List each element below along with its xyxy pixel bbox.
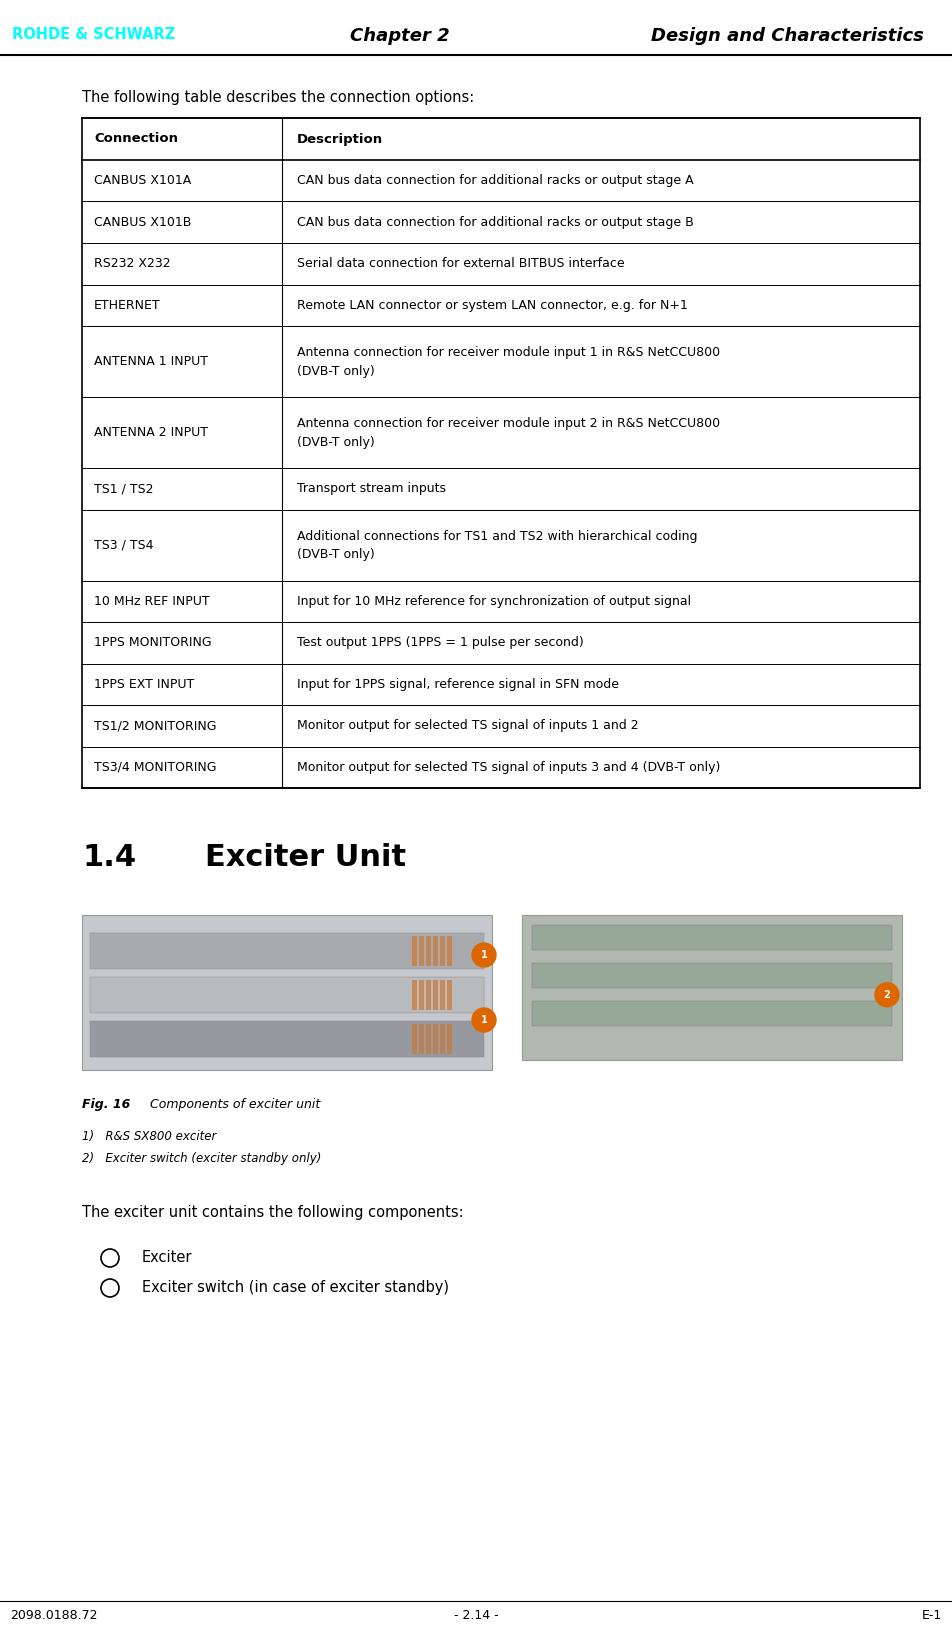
Bar	[433, 1025, 438, 1054]
Bar	[447, 981, 452, 1010]
Text: 1: 1	[481, 1015, 487, 1025]
Text: 1: 1	[481, 950, 487, 959]
Bar	[419, 937, 424, 966]
Circle shape	[472, 943, 496, 968]
Text: TS1 / TS2: TS1 / TS2	[94, 482, 153, 495]
Text: TS1/2 MONITORING: TS1/2 MONITORING	[94, 720, 216, 733]
Text: Input for 10 MHz reference for synchronization of output signal: Input for 10 MHz reference for synchroni…	[297, 595, 691, 608]
Bar	[447, 937, 452, 966]
Text: CANBUS X101B: CANBUS X101B	[94, 215, 191, 228]
Bar	[532, 963, 892, 989]
Bar	[82, 915, 492, 1070]
Bar	[426, 1025, 431, 1054]
Text: CAN bus data connection for additional racks or output stage B: CAN bus data connection for additional r…	[297, 215, 694, 228]
Bar	[412, 981, 417, 1010]
Circle shape	[875, 982, 899, 1007]
Circle shape	[472, 1008, 496, 1033]
Bar	[440, 981, 445, 1010]
Text: - 2.14 -: - 2.14 -	[454, 1609, 498, 1622]
Text: Chapter 2: Chapter 2	[350, 28, 449, 46]
Text: Description: Description	[297, 132, 383, 145]
Text: 2)   Exciter switch (exciter standby only): 2) Exciter switch (exciter standby only)	[82, 1152, 322, 1165]
Text: 1PPS MONITORING: 1PPS MONITORING	[94, 637, 211, 650]
Text: Design and Characteristics: Design and Characteristics	[650, 28, 923, 46]
Text: 10 MHz REF INPUT: 10 MHz REF INPUT	[94, 595, 209, 608]
Text: Components of exciter unit: Components of exciter unit	[142, 1098, 320, 1111]
Bar	[426, 937, 431, 966]
Text: (DVB-T only): (DVB-T only)	[297, 547, 375, 560]
Text: ETHERNET: ETHERNET	[94, 298, 161, 311]
Bar	[90, 1021, 484, 1057]
Text: Fig. 16: Fig. 16	[82, 1098, 130, 1111]
Text: (DVB-T only): (DVB-T only)	[297, 435, 375, 448]
Text: Transport stream inputs: Transport stream inputs	[297, 482, 446, 495]
Text: The following table describes the connection options:: The following table describes the connec…	[82, 90, 474, 104]
Text: ROHDE & SCHWARZ: ROHDE & SCHWARZ	[12, 28, 175, 42]
Bar	[90, 933, 484, 969]
Text: The exciter unit contains the following components:: The exciter unit contains the following …	[82, 1205, 464, 1220]
Bar	[440, 937, 445, 966]
Bar	[426, 981, 431, 1010]
Text: Monitor output for selected TS signal of inputs 3 and 4 (DVB-T only): Monitor output for selected TS signal of…	[297, 761, 721, 774]
Text: RS232 X232: RS232 X232	[94, 257, 170, 270]
Bar	[419, 981, 424, 1010]
Text: Monitor output for selected TS signal of inputs 1 and 2: Monitor output for selected TS signal of…	[297, 720, 639, 733]
Text: E-1: E-1	[922, 1609, 942, 1622]
Text: 2: 2	[883, 990, 890, 1000]
Bar	[82, 117, 920, 788]
Text: ANTENNA 1 INPUT: ANTENNA 1 INPUT	[94, 355, 208, 368]
Bar	[532, 1000, 892, 1026]
Text: Exciter Unit: Exciter Unit	[205, 842, 407, 872]
Text: TS3/4 MONITORING: TS3/4 MONITORING	[94, 761, 216, 774]
Text: TS3 / TS4: TS3 / TS4	[94, 539, 153, 552]
Bar	[440, 1025, 445, 1054]
Text: 1)   R&S SX800 exciter: 1) R&S SX800 exciter	[82, 1131, 216, 1144]
Bar	[412, 937, 417, 966]
Bar	[522, 915, 902, 1060]
Text: (DVB-T only): (DVB-T only)	[297, 365, 375, 378]
Text: Exciter: Exciter	[142, 1249, 192, 1266]
Text: Connection: Connection	[94, 132, 178, 145]
Text: CANBUS X101A: CANBUS X101A	[94, 174, 191, 187]
Text: Antenna connection for receiver module input 2 in R&S NetCCU800: Antenna connection for receiver module i…	[297, 417, 720, 430]
Bar	[419, 1025, 424, 1054]
Text: ANTENNA 2 INPUT: ANTENNA 2 INPUT	[94, 427, 208, 438]
Bar	[433, 937, 438, 966]
Text: 2098.0188.72: 2098.0188.72	[10, 1609, 97, 1622]
Text: 1.4: 1.4	[82, 842, 136, 872]
Bar	[447, 1025, 452, 1054]
Text: Remote LAN connector or system LAN connector, e.g. for N+1: Remote LAN connector or system LAN conne…	[297, 298, 688, 311]
Text: Input for 1PPS signal, reference signal in SFN mode: Input for 1PPS signal, reference signal …	[297, 678, 619, 691]
Text: Serial data connection for external BITBUS interface: Serial data connection for external BITB…	[297, 257, 625, 270]
Bar	[532, 925, 892, 950]
Text: CAN bus data connection for additional racks or output stage A: CAN bus data connection for additional r…	[297, 174, 694, 187]
Text: Antenna connection for receiver module input 1 in R&S NetCCU800: Antenna connection for receiver module i…	[297, 347, 720, 360]
Bar	[412, 1025, 417, 1054]
Text: 1PPS EXT INPUT: 1PPS EXT INPUT	[94, 678, 194, 691]
Bar	[433, 981, 438, 1010]
Text: Additional connections for TS1 and TS2 with hierarchical coding: Additional connections for TS1 and TS2 w…	[297, 529, 698, 542]
Text: Exciter switch (in case of exciter standby): Exciter switch (in case of exciter stand…	[142, 1280, 449, 1295]
Text: Test output 1PPS (1PPS = 1 pulse per second): Test output 1PPS (1PPS = 1 pulse per sec…	[297, 637, 584, 650]
Bar	[90, 977, 484, 1013]
